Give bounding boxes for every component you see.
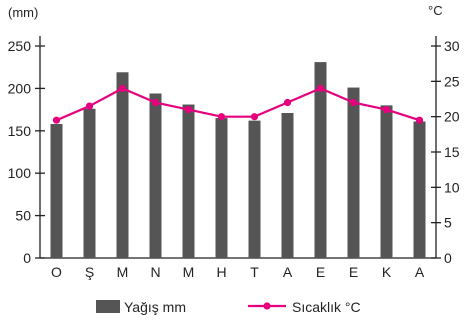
precipitation-bar [281, 112, 294, 258]
left-tick-label: 150 [8, 123, 32, 139]
temperature-point [217, 113, 226, 121]
precipitation-bar [314, 62, 327, 258]
right-tick-label: 25 [444, 73, 460, 89]
temperature-point [382, 106, 391, 114]
precipitation-bar [413, 121, 426, 258]
temperature-point [250, 113, 259, 121]
precipitation-bar [248, 120, 261, 259]
right-axis-ticks: 0 5 10 15 20 25 30 [431, 38, 460, 266]
precipitation-bar [116, 72, 129, 259]
precipitation-bar [380, 105, 393, 258]
x-tick-label: E [316, 264, 325, 280]
temperature-point [415, 116, 424, 124]
right-tick-label: 15 [444, 144, 460, 160]
temperature-point [316, 84, 325, 92]
x-tick-label: Ş [85, 264, 94, 280]
x-tick-label: A [415, 264, 425, 280]
temperature-line [56, 87, 420, 122]
temperature-point [283, 98, 292, 107]
left-axis-ticks: 0 50 100 150 200 250 [8, 38, 45, 266]
legend-precipitation-label: Yağış mm [124, 299, 186, 315]
right-tick-label: 10 [444, 179, 460, 195]
x-tick-label: O [51, 264, 62, 280]
x-tick-label: N [150, 264, 160, 280]
right-tick-label: 0 [444, 250, 452, 266]
temperature-point [52, 116, 61, 124]
right-axis-unit: °C [428, 3, 443, 18]
x-tick-label: A [283, 264, 293, 280]
right-tick-label: 20 [444, 109, 460, 125]
legend-temperature-label: Sıcaklık °C [292, 299, 361, 315]
left-tick-label: 250 [8, 38, 32, 54]
left-tick-label: 200 [8, 80, 32, 96]
x-tick-label: M [117, 264, 129, 280]
temperature-line-layer [52, 84, 424, 124]
temperature-point [184, 106, 193, 114]
temperature-point [118, 84, 127, 92]
precipitation-bar [347, 87, 360, 258]
legend: Yağış mm Sıcaklık °C [96, 299, 361, 315]
temperature-point [151, 98, 160, 107]
temperature-point [349, 98, 358, 107]
right-tick-label: 5 [444, 215, 452, 231]
x-tick-label: H [216, 264, 226, 280]
legend-bar-swatch [96, 300, 120, 313]
left-tick-label: 100 [8, 165, 32, 181]
left-tick-label: 0 [23, 250, 31, 266]
precipitation-bar [83, 108, 96, 258]
left-axis-unit: (mm) [8, 5, 38, 20]
x-tick-label: E [349, 264, 358, 280]
left-tick-label: 50 [15, 208, 31, 224]
x-tick-label: M [183, 264, 195, 280]
precipitation-bar [50, 124, 63, 259]
x-tick-label: K [382, 264, 392, 280]
legend-line-marker [263, 302, 271, 310]
right-tick-label: 30 [444, 38, 460, 54]
x-tick-label: T [250, 264, 259, 280]
precipitation-bars [50, 62, 426, 259]
precipitation-bar [182, 104, 195, 259]
precipitation-bar [149, 93, 162, 258]
precipitation-bar [215, 118, 228, 258]
temperature-point [85, 102, 94, 110]
